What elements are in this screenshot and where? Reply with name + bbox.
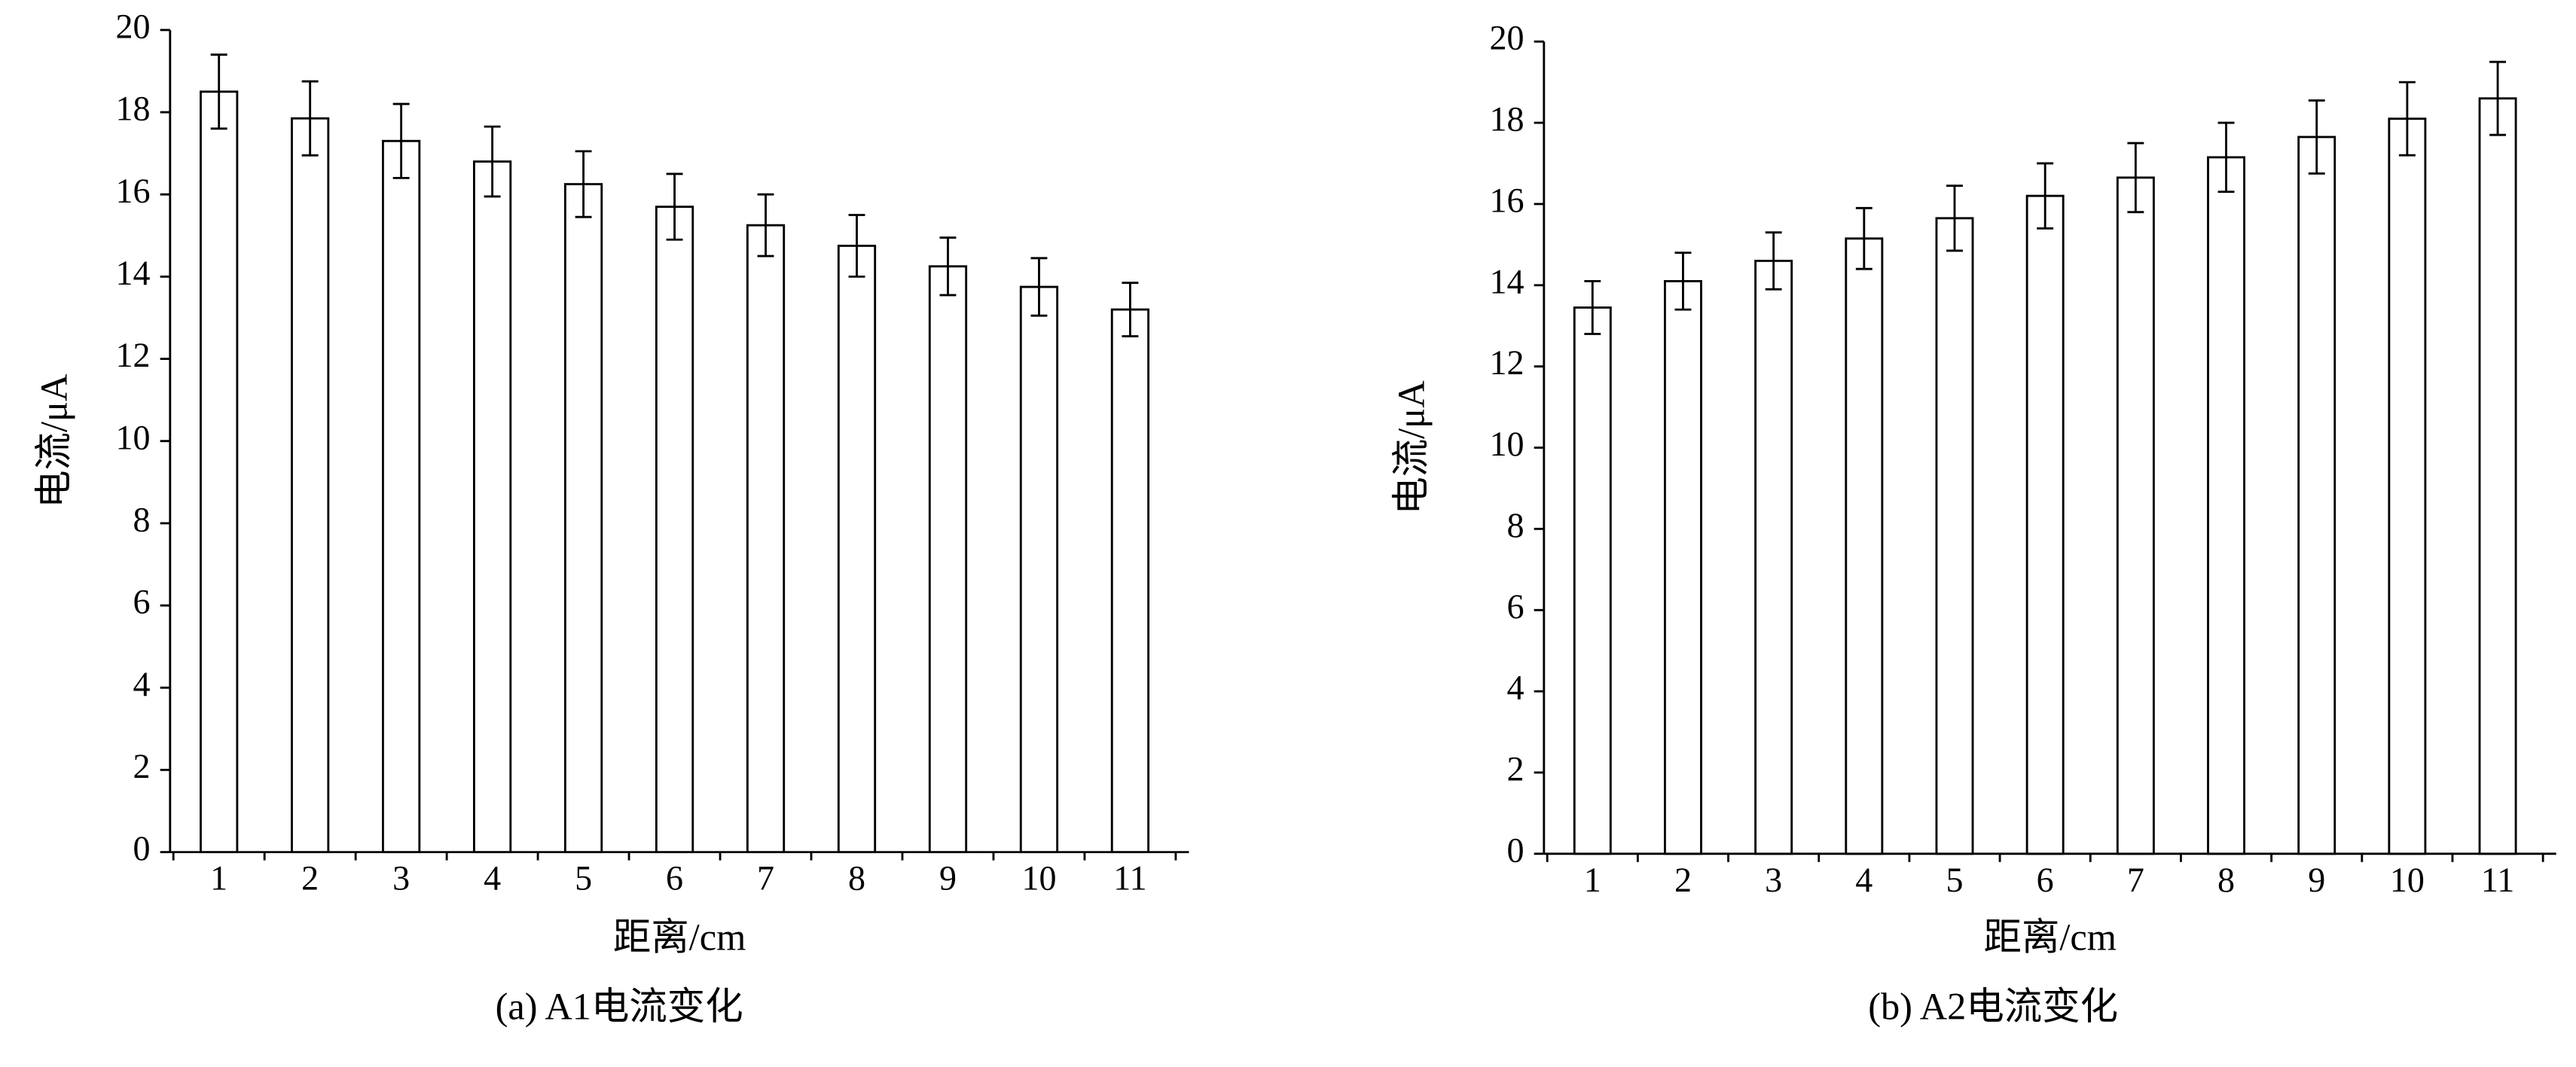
bar	[2025, 194, 2065, 855]
error-bar	[575, 150, 592, 218]
error-bar	[1855, 206, 1872, 270]
error-bar	[1584, 279, 1601, 335]
x-tick-label: 2	[1674, 861, 1692, 899]
x-tick-label: 3	[392, 859, 410, 898]
y-tick-label: 8	[133, 500, 150, 538]
y-tick-label: 6	[133, 583, 150, 621]
error-bar	[2398, 81, 2416, 157]
y-tick-label: 16	[115, 172, 150, 210]
y-tick-label: 8	[1506, 506, 1524, 544]
error-bar	[1674, 252, 1692, 311]
x-tick-label: 2	[301, 859, 319, 898]
error-bar	[2127, 142, 2144, 214]
bar	[200, 90, 239, 854]
x-tick-label: 8	[2217, 861, 2235, 899]
bar	[2478, 97, 2517, 855]
error-bar	[1122, 282, 1139, 337]
bar	[2116, 176, 2155, 855]
bar	[1935, 217, 1974, 855]
error-bar	[2217, 121, 2235, 194]
bar	[746, 224, 786, 854]
bar	[655, 206, 694, 854]
x-tick-label: 6	[2037, 861, 2054, 899]
x-tick-label: 1	[1584, 861, 1601, 899]
bar	[563, 183, 603, 854]
y-tick-label: 4	[133, 665, 150, 703]
error-bar	[210, 53, 227, 130]
y-tick-label: 6	[1506, 587, 1524, 626]
bar	[2297, 136, 2336, 855]
y-tick-label: 14	[1489, 262, 1524, 300]
x-tick-label: 5	[1946, 861, 1963, 899]
bar	[2207, 156, 2245, 855]
x-axis-label: 距离/cm	[613, 916, 746, 959]
bar	[837, 245, 877, 854]
y-tick-label: 10	[1489, 425, 1524, 463]
bar	[1845, 237, 1884, 855]
bar	[291, 117, 330, 854]
x-tick-label: 11	[2481, 861, 2514, 899]
y-tick-label: 0	[133, 829, 150, 867]
y-tick-label: 14	[115, 254, 150, 292]
x-tick-label: 1	[210, 859, 227, 898]
error-bar	[392, 102, 410, 179]
y-tick-label: 20	[1489, 19, 1524, 57]
error-bar	[666, 172, 683, 241]
bar	[1019, 285, 1059, 854]
y-tick-label: 18	[115, 90, 150, 128]
error-bar	[2489, 60, 2507, 136]
error-bar	[939, 236, 957, 297]
y-tick-label: 2	[1506, 750, 1524, 788]
y-tick-label: 12	[115, 336, 150, 374]
bar	[1573, 306, 1612, 855]
bar	[1663, 279, 1702, 855]
y-tick-label: 0	[1506, 831, 1524, 869]
y-tick-label: 20	[115, 7, 150, 45]
y-tick-label: 2	[133, 747, 150, 785]
error-bar	[2308, 99, 2325, 175]
error-bar	[2037, 162, 2054, 230]
x-tick-label: 6	[666, 859, 683, 898]
y-tick-label: 4	[1506, 669, 1524, 707]
x-tick-label: 3	[1765, 861, 1782, 899]
x-tick-label: 10	[1021, 859, 1056, 898]
error-bar	[1946, 184, 1963, 252]
x-tick-label: 10	[2390, 861, 2425, 899]
x-axis-label: 距离/cm	[1984, 916, 2117, 959]
bar	[382, 139, 421, 854]
y-tick-label: 16	[1489, 181, 1524, 219]
bar	[2388, 117, 2427, 855]
error-bar	[757, 193, 774, 258]
x-tick-label: 7	[757, 859, 774, 898]
x-tick-label: 9	[939, 859, 957, 898]
y-tick-label: 10	[115, 418, 150, 456]
x-tick-label: 9	[2308, 861, 2325, 899]
chart-caption: (a) A1电流变化	[496, 986, 743, 1028]
y-axis-label: 电流/μA	[32, 373, 75, 508]
error-bar	[1030, 257, 1048, 317]
y-axis-label: 电流/μA	[1390, 380, 1432, 515]
bar	[928, 265, 968, 854]
x-tick-label: 4	[1855, 861, 1872, 899]
error-bar	[484, 125, 501, 198]
y-tick-label: 12	[1489, 343, 1524, 382]
error-bar	[1765, 231, 1782, 291]
bar	[1110, 308, 1150, 854]
x-tick-label: 5	[575, 859, 592, 898]
bar	[472, 160, 512, 854]
bar	[1754, 259, 1793, 855]
x-tick-label: 4	[484, 859, 501, 898]
y-tick-label: 18	[1489, 100, 1524, 139]
error-bar	[848, 214, 865, 278]
chart-caption: (b) A2电流变化	[1868, 986, 2118, 1028]
x-tick-label: 7	[2127, 861, 2144, 899]
x-tick-label: 8	[848, 859, 865, 898]
x-tick-label: 11	[1113, 859, 1146, 898]
error-bar	[301, 80, 319, 157]
